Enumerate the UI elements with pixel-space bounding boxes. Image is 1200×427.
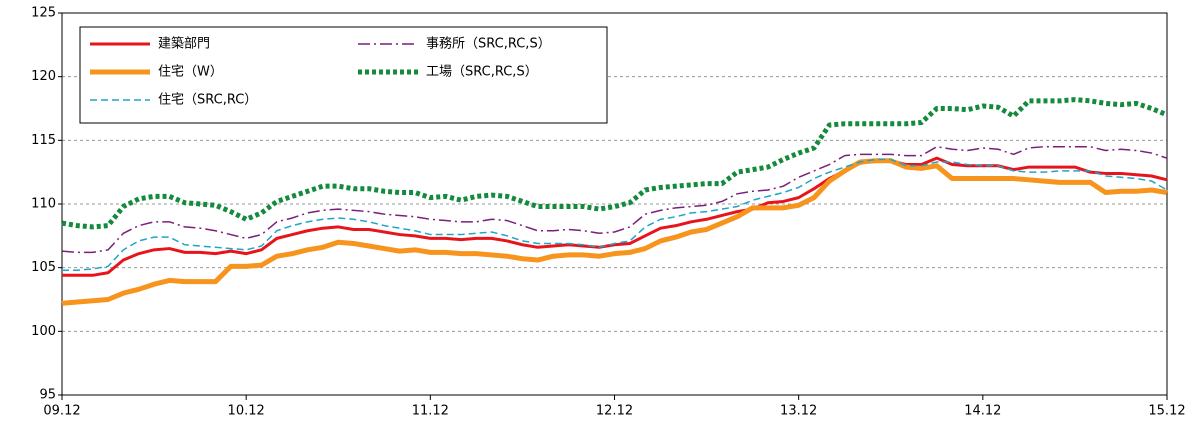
legend-label: 住宅（W）: [158, 65, 223, 80]
x-tick-label: 12.12: [596, 404, 633, 419]
y-tick-label: 125: [31, 6, 56, 21]
series-line: [62, 156, 1168, 277]
x-tick-label: 10.12: [228, 404, 265, 419]
legend-box: [79, 26, 608, 124]
series-line: [61, 145, 1168, 254]
x-tick-label: 13.12: [780, 404, 817, 419]
series-line: [62, 158, 1168, 271]
x-tick-label: 09.12: [43, 404, 80, 419]
x-tick-label: 14.12: [964, 404, 1001, 419]
legend-label: 工場（SRC,RC,S）: [426, 65, 538, 80]
y-tick-label: 120: [31, 69, 56, 84]
series-line: [61, 158, 1168, 306]
legend-label: 事務所（SRC,RC,S）: [426, 37, 551, 52]
y-tick-label: 115: [31, 133, 56, 148]
x-tick-label: 15.12: [1148, 404, 1185, 419]
y-tick-label: 100: [31, 324, 56, 339]
y-tick-label: 95: [39, 388, 56, 403]
y-tick-label: 105: [31, 260, 56, 275]
series-line: [61, 97, 1168, 230]
legend-label: 建築部門: [158, 37, 210, 52]
x-tick-label: 11.12: [412, 404, 449, 419]
y-tick-label: 110: [31, 197, 56, 212]
legend-label: 住宅（SRC,RC）: [158, 93, 257, 108]
